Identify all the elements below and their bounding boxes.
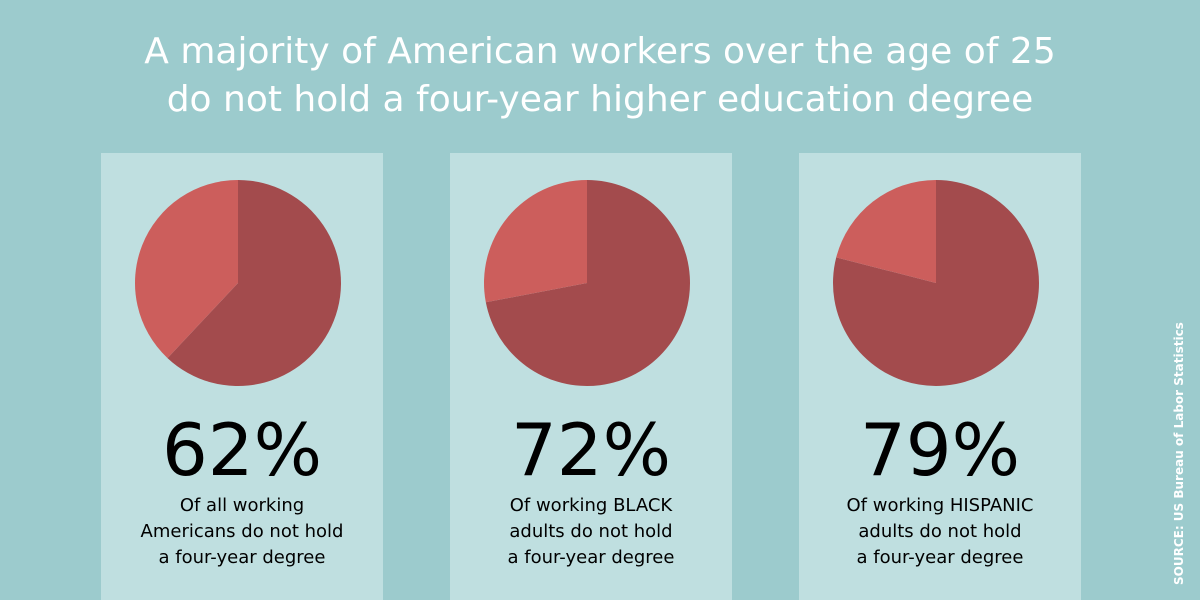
description-line-3: a four-year degree <box>158 547 326 568</box>
description-black-adults: Of working BLACK adults do not hold a fo… <box>450 493 732 571</box>
description-line-1: Of working HISPANIC <box>846 495 1034 516</box>
description-line-1: Of all working <box>179 495 305 516</box>
description-line-1: Of working BLACK <box>509 495 673 516</box>
pie-chart-black-adults <box>484 180 690 386</box>
chart-title: A majority of American workers over the … <box>0 28 1200 124</box>
description-line-2: Americans do not hold <box>140 521 344 542</box>
pie-panel-all-americans: 62% Of all working Americans do not hold… <box>101 153 383 600</box>
slice-degree <box>836 180 936 283</box>
slice-no-degree <box>167 180 341 386</box>
percent-label-hispanic-adults: 79% <box>859 408 1021 492</box>
slice-degree <box>135 180 238 359</box>
percent-label-all-americans: 62% <box>161 408 323 492</box>
pie-panel-hispanic-adults: 79% Of working HISPANIC adults do not ho… <box>799 153 1081 600</box>
description-line-3: a four-year degree <box>856 547 1024 568</box>
chart-title-line-2: do not hold a four-year higher education… <box>166 79 1034 120</box>
description-line-3: a four-year degree <box>507 547 675 568</box>
description-line-2: adults do not hold <box>858 521 1022 542</box>
source-note: SOURCE: US Bureau of Labor Statistics <box>1172 322 1186 585</box>
slice-degree <box>484 180 587 303</box>
slice-no-degree <box>485 180 690 386</box>
description-line-2: adults do not hold <box>509 521 673 542</box>
pie-chart-all-americans <box>135 180 341 386</box>
description-all-americans: Of all working Americans do not hold a f… <box>101 493 383 571</box>
pie-chart-hispanic-adults <box>833 180 1039 386</box>
pie-panel-black-adults: 72% Of working BLACK adults do not hold … <box>450 153 732 600</box>
description-hispanic-adults: Of working HISPANIC adults do not hold a… <box>799 493 1081 571</box>
percent-label-black-adults: 72% <box>510 408 672 492</box>
chart-title-line-1: A majority of American workers over the … <box>144 31 1056 72</box>
